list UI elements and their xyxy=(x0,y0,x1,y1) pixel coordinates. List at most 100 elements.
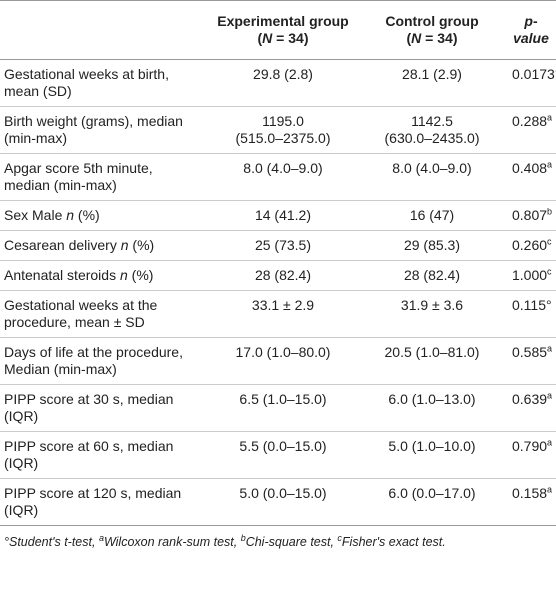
row-label: Antenatal steroids n (%) xyxy=(0,261,208,291)
cell-text: 25 (73.5) xyxy=(254,237,312,253)
p-value: 0.260 xyxy=(512,237,548,253)
header-n-part: ( xyxy=(406,30,412,46)
header-title: Experimental xyxy=(217,13,306,29)
label-part: PIPP score at 60 s, median (IQR) xyxy=(4,438,174,471)
table-body: Gestational weeks at birth, mean (SD) 29.… xyxy=(0,60,556,526)
cell-text: 16 (47) xyxy=(409,207,455,223)
header-n: (N = 34) xyxy=(258,30,309,46)
header-n-part: N xyxy=(411,30,422,46)
table-row: Gestational weeks at the procedure, mean… xyxy=(0,291,556,338)
cell-text: 31.9 ± 3.6 xyxy=(400,297,464,313)
header-title: p-value xyxy=(513,13,549,46)
cell-text: 1195.0 xyxy=(262,113,304,129)
label-part: (%) xyxy=(127,267,154,283)
p-value: 0.585 xyxy=(512,344,548,360)
footnote: °Student's t-test, aWilcoxon rank-sum te… xyxy=(0,526,556,558)
p-value-cell: 0.288a xyxy=(506,107,556,154)
row-label: Sex Male n (%) xyxy=(0,201,208,231)
p-value-cell: 0.790a xyxy=(506,432,556,479)
cell-text: 14 (41.2) xyxy=(254,207,312,223)
p-value-cell: 0.585a xyxy=(506,338,556,385)
table-row: PIPP score at 120 s, median (IQR) 5.0 (0.… xyxy=(0,479,556,526)
table-row: Birth weight (grams), median (min-max) 11… xyxy=(0,107,556,154)
label-part: Birth weight (grams), median (min-max) xyxy=(4,113,183,146)
header-title: Control xyxy=(385,13,436,29)
p-value: 0.288 xyxy=(512,113,548,129)
header-row: Experimental group (N = 34) Control group(… xyxy=(0,0,556,60)
p-value-cell: 0.0173° xyxy=(506,60,556,107)
header-title: group xyxy=(309,13,349,29)
control-cell: 6.0 (1.0–13.0) xyxy=(358,385,506,432)
table-row: PIPP score at 60 s, median (IQR) 5.5 (0.0… xyxy=(0,432,556,479)
header-cell xyxy=(0,1,208,60)
header-cell: Control group (N = 34) xyxy=(358,1,506,60)
row-label: PIPP score at 120 s, median (IQR) xyxy=(0,479,208,526)
cell-text: 20.5 (1.0–81.0) xyxy=(384,344,480,360)
data-table: Experimental group (N = 34) Control group(… xyxy=(0,0,556,526)
row-label: Cesarean delivery n (%) xyxy=(0,231,208,261)
p-value: 0.115 xyxy=(512,297,546,313)
p-value: 0.639 xyxy=(512,391,548,407)
header-cell: Experimental group (N = 34) xyxy=(208,1,358,60)
header-cell: p-value xyxy=(506,1,556,60)
row-label: Apgar score 5th minute, median (min-max) xyxy=(0,154,208,201)
cell-text: 8.0 (4.0–9.0) xyxy=(392,160,472,176)
experimental-cell: 33.1 ± 2.9 xyxy=(208,291,358,338)
header-title: group xyxy=(439,13,479,29)
table-row: Cesarean delivery n (%) 25 (73.5) 29 (85.3… xyxy=(0,231,556,261)
p-value-cell: 1.000c xyxy=(506,261,556,291)
row-label: PIPP score at 30 s, median (IQR) xyxy=(0,385,208,432)
cell-text: 5.0 (1.0–10.0) xyxy=(388,438,476,454)
label-part: Days of life at the procedure, Median (m… xyxy=(4,344,183,377)
p-value-cell: 0.260c xyxy=(506,231,556,261)
table-row: Apgar score 5th minute, median (min-max)… xyxy=(0,154,556,201)
table-row: Days of life at the procedure, Median (m… xyxy=(0,338,556,385)
p-note: a xyxy=(547,159,553,170)
p-value: 0.0173 xyxy=(512,66,555,82)
label-part: n xyxy=(120,237,129,253)
label-part: Sex Male xyxy=(4,207,67,223)
p-note: a xyxy=(547,484,553,495)
p-value: 0.807 xyxy=(512,207,548,223)
header-n: (N = 34) xyxy=(407,30,458,46)
label-part: Gestational weeks at birth, mean (SD) xyxy=(4,66,169,99)
cell-text: 28 (82.4) xyxy=(254,267,312,283)
control-cell: 8.0 (4.0–9.0) xyxy=(358,154,506,201)
header-n-part: = 34) xyxy=(272,30,309,46)
p-value: 1.000 xyxy=(512,267,548,283)
p-note: ° xyxy=(546,297,552,313)
footnote-mark: ° xyxy=(4,535,9,549)
control-cell: 5.0 (1.0–10.0) xyxy=(358,432,506,479)
table-row: PIPP score at 30 s, median (IQR) 6.5 (1.0… xyxy=(0,385,556,432)
footnote-mark: b xyxy=(240,532,246,543)
control-cell: 16 (47) xyxy=(358,201,506,231)
p-note: c xyxy=(547,236,552,247)
cell-text: 28 (82.4) xyxy=(403,267,461,283)
header-n-part: ( xyxy=(257,30,263,46)
p-value-cell: 0.158a xyxy=(506,479,556,526)
row-label: Gestational weeks at birth, mean (SD) xyxy=(0,60,208,107)
row-label: Gestational weeks at the procedure, mean… xyxy=(0,291,208,338)
control-cell: 6.0 (0.0–17.0) xyxy=(358,479,506,526)
table-row: Gestational weeks at birth, mean (SD) 29.… xyxy=(0,60,556,107)
label-part: Cesarean delivery xyxy=(4,237,121,253)
p-note: a xyxy=(547,390,553,401)
row-label: Birth weight (grams), median (min-max) xyxy=(0,107,208,154)
cell-text: 1142.5 xyxy=(411,113,453,129)
label-part: Apgar score 5th minute, median (min-max) xyxy=(4,160,153,193)
cell-text: (630.0–2435.0) xyxy=(384,130,480,146)
cell-text: 6.5 (1.0–15.0) xyxy=(239,391,327,407)
cell-text: 6.0 (1.0–13.0) xyxy=(388,391,476,407)
label-part: (%) xyxy=(74,207,100,223)
control-cell: 29 (85.3) xyxy=(358,231,506,261)
cell-text: 6.0 (0.0–17.0) xyxy=(388,485,476,501)
row-label: PIPP score at 60 s, median (IQR) xyxy=(0,432,208,479)
experimental-cell: 5.5 (0.0–15.0) xyxy=(208,432,358,479)
row-label: Days of life at the procedure, Median (m… xyxy=(0,338,208,385)
p-note: c xyxy=(547,266,552,277)
p-value: 0.790 xyxy=(512,438,548,454)
label-part: n xyxy=(66,207,75,223)
p-value: 0.408 xyxy=(512,160,548,176)
cell-text: 28.1 (2.9) xyxy=(402,66,462,82)
